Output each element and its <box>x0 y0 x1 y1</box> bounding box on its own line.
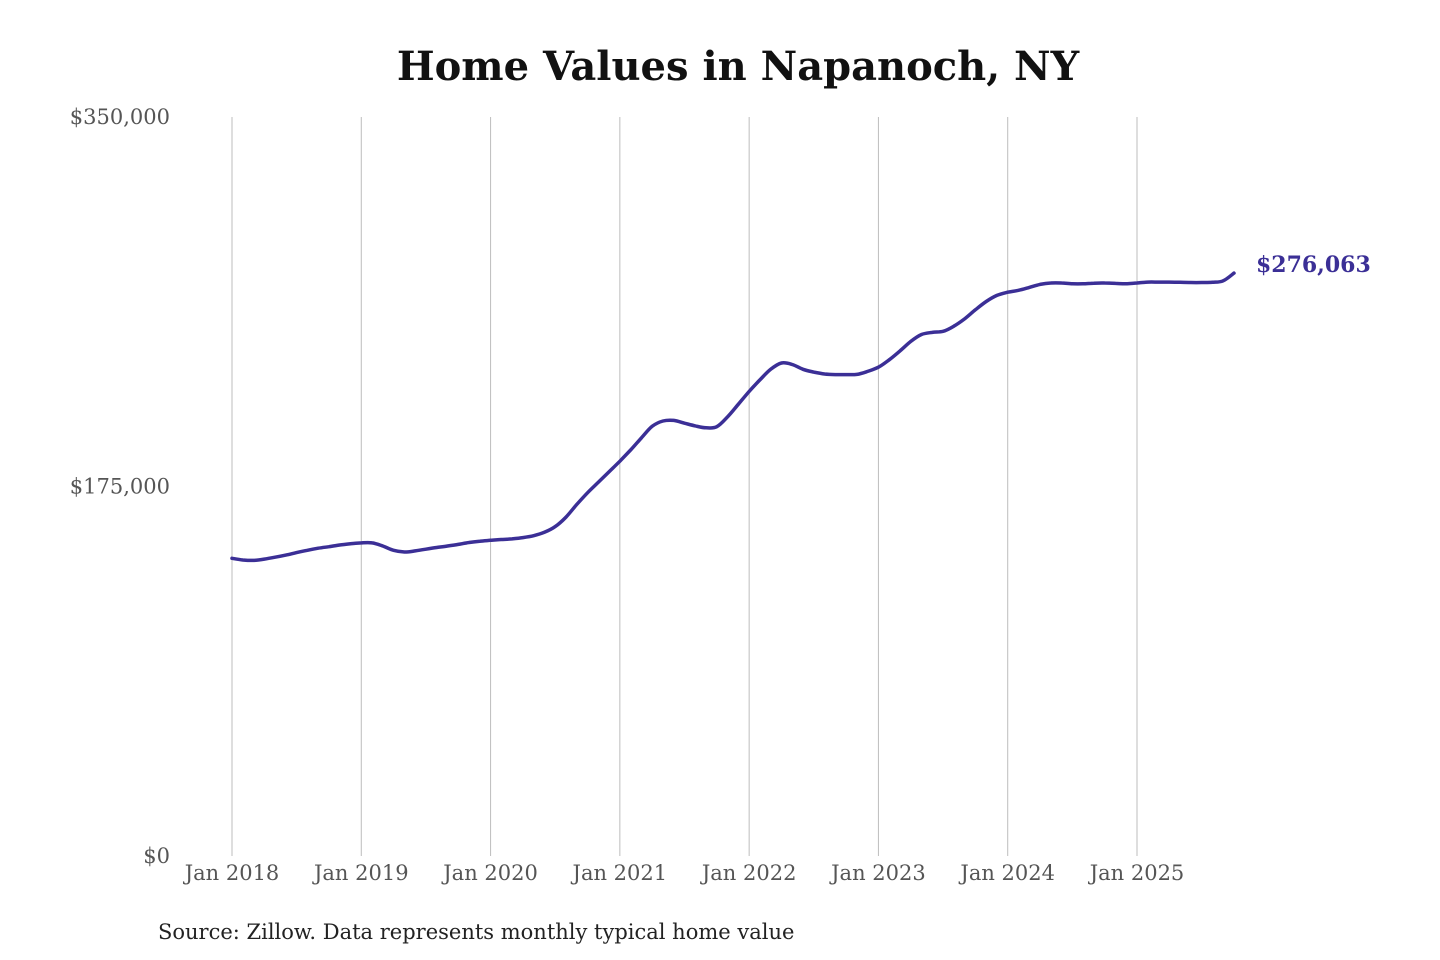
x-tick-label: Jan 2024 <box>958 861 1055 885</box>
x-tick-label: Jan 2022 <box>700 861 797 885</box>
x-axis-ticks: Jan 2018 Jan 2019 Jan 2020 Jan 2021 Jan 2022… <box>183 861 1185 885</box>
x-tick-label: Jan 2018 <box>183 861 280 885</box>
y-tick-label: $0 <box>143 844 170 868</box>
series-end-value-label: $276,063 <box>1256 252 1371 278</box>
chart-title: Home Values in Napanoch, NY <box>397 43 1080 90</box>
x-tick-label: Jan 2023 <box>829 861 926 885</box>
series-line-0 <box>230 271 1236 563</box>
series-layer: $276,063 <box>230 252 1371 563</box>
x-tick-label: Jan 2020 <box>441 861 538 885</box>
x-tick-label: Jan 2025 <box>1088 861 1185 885</box>
grid-lines <box>231 117 1138 856</box>
y-tick-label: $350,000 <box>70 105 170 129</box>
x-tick-label: Jan 2019 <box>312 861 409 885</box>
y-tick-label: $175,000 <box>70 475 170 499</box>
x-tick-label: Jan 2021 <box>571 861 668 885</box>
y-axis-ticks: $0 $175,000 $350,000 <box>70 105 170 868</box>
source-note: Source: Zillow. Data represents monthly … <box>158 920 794 944</box>
